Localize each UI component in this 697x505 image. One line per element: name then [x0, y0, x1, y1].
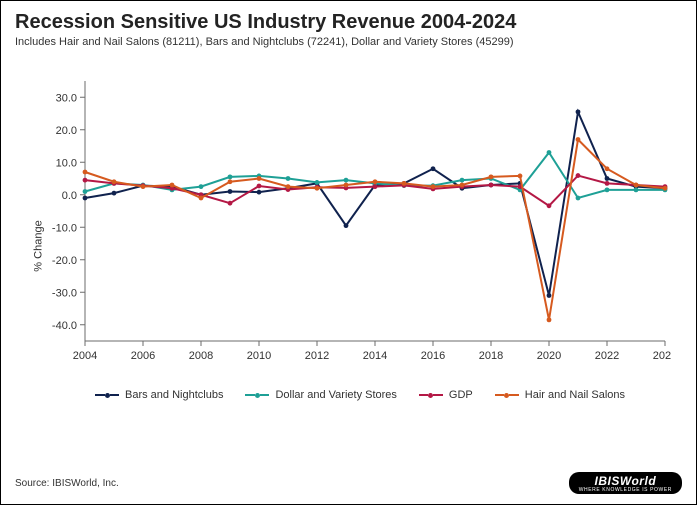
data-point [576, 173, 581, 178]
legend-label: Bars and Nightclubs [125, 389, 223, 401]
legend-item: Bars and Nightclubs [95, 389, 223, 401]
data-point [431, 166, 436, 171]
svg-text:-10.0: -10.0 [52, 222, 77, 234]
data-point [83, 178, 88, 183]
svg-text:2004: 2004 [73, 350, 97, 362]
data-point [344, 178, 349, 183]
data-point [228, 179, 233, 184]
chart-area: % Change -40.0 -30.0 -20.0 -10.0 0.0 10.0 20.0… [15, 81, 671, 411]
svg-text:-30.0: -30.0 [52, 287, 77, 299]
legend-label: GDP [449, 389, 473, 401]
data-point [170, 183, 175, 188]
data-point [576, 196, 581, 201]
data-point [547, 150, 552, 155]
legend-swatch [419, 393, 443, 398]
svg-text:2006: 2006 [131, 350, 155, 362]
brand-logo: IBISWorld WHERE KNOWLEDGE IS POWER [569, 472, 682, 494]
svg-text:2022: 2022 [595, 350, 619, 362]
chart-subtitle: Includes Hair and Nail Salons (81211), B… [1, 36, 696, 48]
data-point [402, 181, 407, 186]
data-point [112, 191, 117, 196]
data-point [547, 293, 552, 298]
data-point [634, 187, 639, 192]
data-point [547, 317, 552, 322]
svg-text:2014: 2014 [363, 350, 387, 362]
data-point [373, 179, 378, 184]
data-point [605, 181, 610, 186]
legend-swatch [95, 393, 119, 398]
legend-item: Dollar and Variety Stores [245, 389, 396, 401]
data-point [286, 184, 291, 189]
legend-item: Hair and Nail Salons [495, 389, 625, 401]
data-point [547, 203, 552, 208]
data-point [489, 183, 494, 188]
data-point [257, 184, 262, 189]
data-point [460, 183, 465, 188]
brand-name: IBISWorld [595, 474, 657, 488]
data-point [634, 183, 639, 188]
data-point [83, 170, 88, 175]
source-text: Source: IBISWorld, Inc. [15, 478, 119, 489]
legend-label: Hair and Nail Salons [525, 389, 625, 401]
data-point [518, 174, 523, 179]
data-point [141, 184, 146, 189]
data-point [286, 176, 291, 181]
svg-text:20.0: 20.0 [56, 125, 77, 137]
series-line [85, 140, 665, 320]
data-point [373, 184, 378, 189]
data-point [199, 196, 204, 201]
legend-swatch [245, 393, 269, 398]
svg-text:2010: 2010 [247, 350, 271, 362]
data-point [257, 190, 262, 195]
data-point [228, 174, 233, 179]
data-point [344, 223, 349, 228]
data-point [344, 183, 349, 188]
chart-container: Recession Sensitive US Industry Revenue … [0, 0, 697, 505]
chart-title: Recession Sensitive US Industry Revenue … [1, 1, 696, 36]
y-axis-label: % Change [33, 220, 45, 271]
data-point [605, 176, 610, 181]
data-point [199, 184, 204, 189]
data-point [605, 187, 610, 192]
data-point [228, 189, 233, 194]
data-point [460, 178, 465, 183]
data-point [112, 179, 117, 184]
data-point [83, 196, 88, 201]
data-point [257, 176, 262, 181]
legend-swatch [495, 393, 519, 398]
data-point [489, 174, 494, 179]
svg-text:-40.0: -40.0 [52, 320, 77, 332]
data-point [576, 109, 581, 114]
svg-text:2012: 2012 [305, 350, 329, 362]
svg-text:2024: 2024 [653, 350, 671, 362]
footer: Source: IBISWorld, Inc. IBISWorld WHERE … [15, 472, 682, 494]
svg-text:2016: 2016 [421, 350, 445, 362]
svg-text:2008: 2008 [189, 350, 213, 362]
svg-text:2018: 2018 [479, 350, 503, 362]
data-point [83, 189, 88, 194]
legend-item: GDP [419, 389, 473, 401]
line-chart-svg: -40.0 -30.0 -20.0 -10.0 0.0 10.0 20.0 30.0 2004 2… [15, 81, 671, 411]
data-point [228, 201, 233, 206]
data-point [315, 180, 320, 185]
svg-text:10.0: 10.0 [56, 157, 77, 169]
brand-tagline: WHERE KNOWLEDGE IS POWER [579, 488, 672, 493]
svg-text:2020: 2020 [537, 350, 561, 362]
legend-label: Dollar and Variety Stores [275, 389, 396, 401]
svg-text:30.0: 30.0 [56, 92, 77, 104]
data-point [315, 186, 320, 191]
data-point [431, 184, 436, 189]
data-point [663, 186, 668, 191]
svg-text:-20.0: -20.0 [52, 255, 77, 267]
data-point [576, 137, 581, 142]
data-point [605, 166, 610, 171]
svg-text:0.0: 0.0 [62, 190, 77, 202]
legend: Bars and Nightclubs Dollar and Variety St… [95, 389, 655, 401]
